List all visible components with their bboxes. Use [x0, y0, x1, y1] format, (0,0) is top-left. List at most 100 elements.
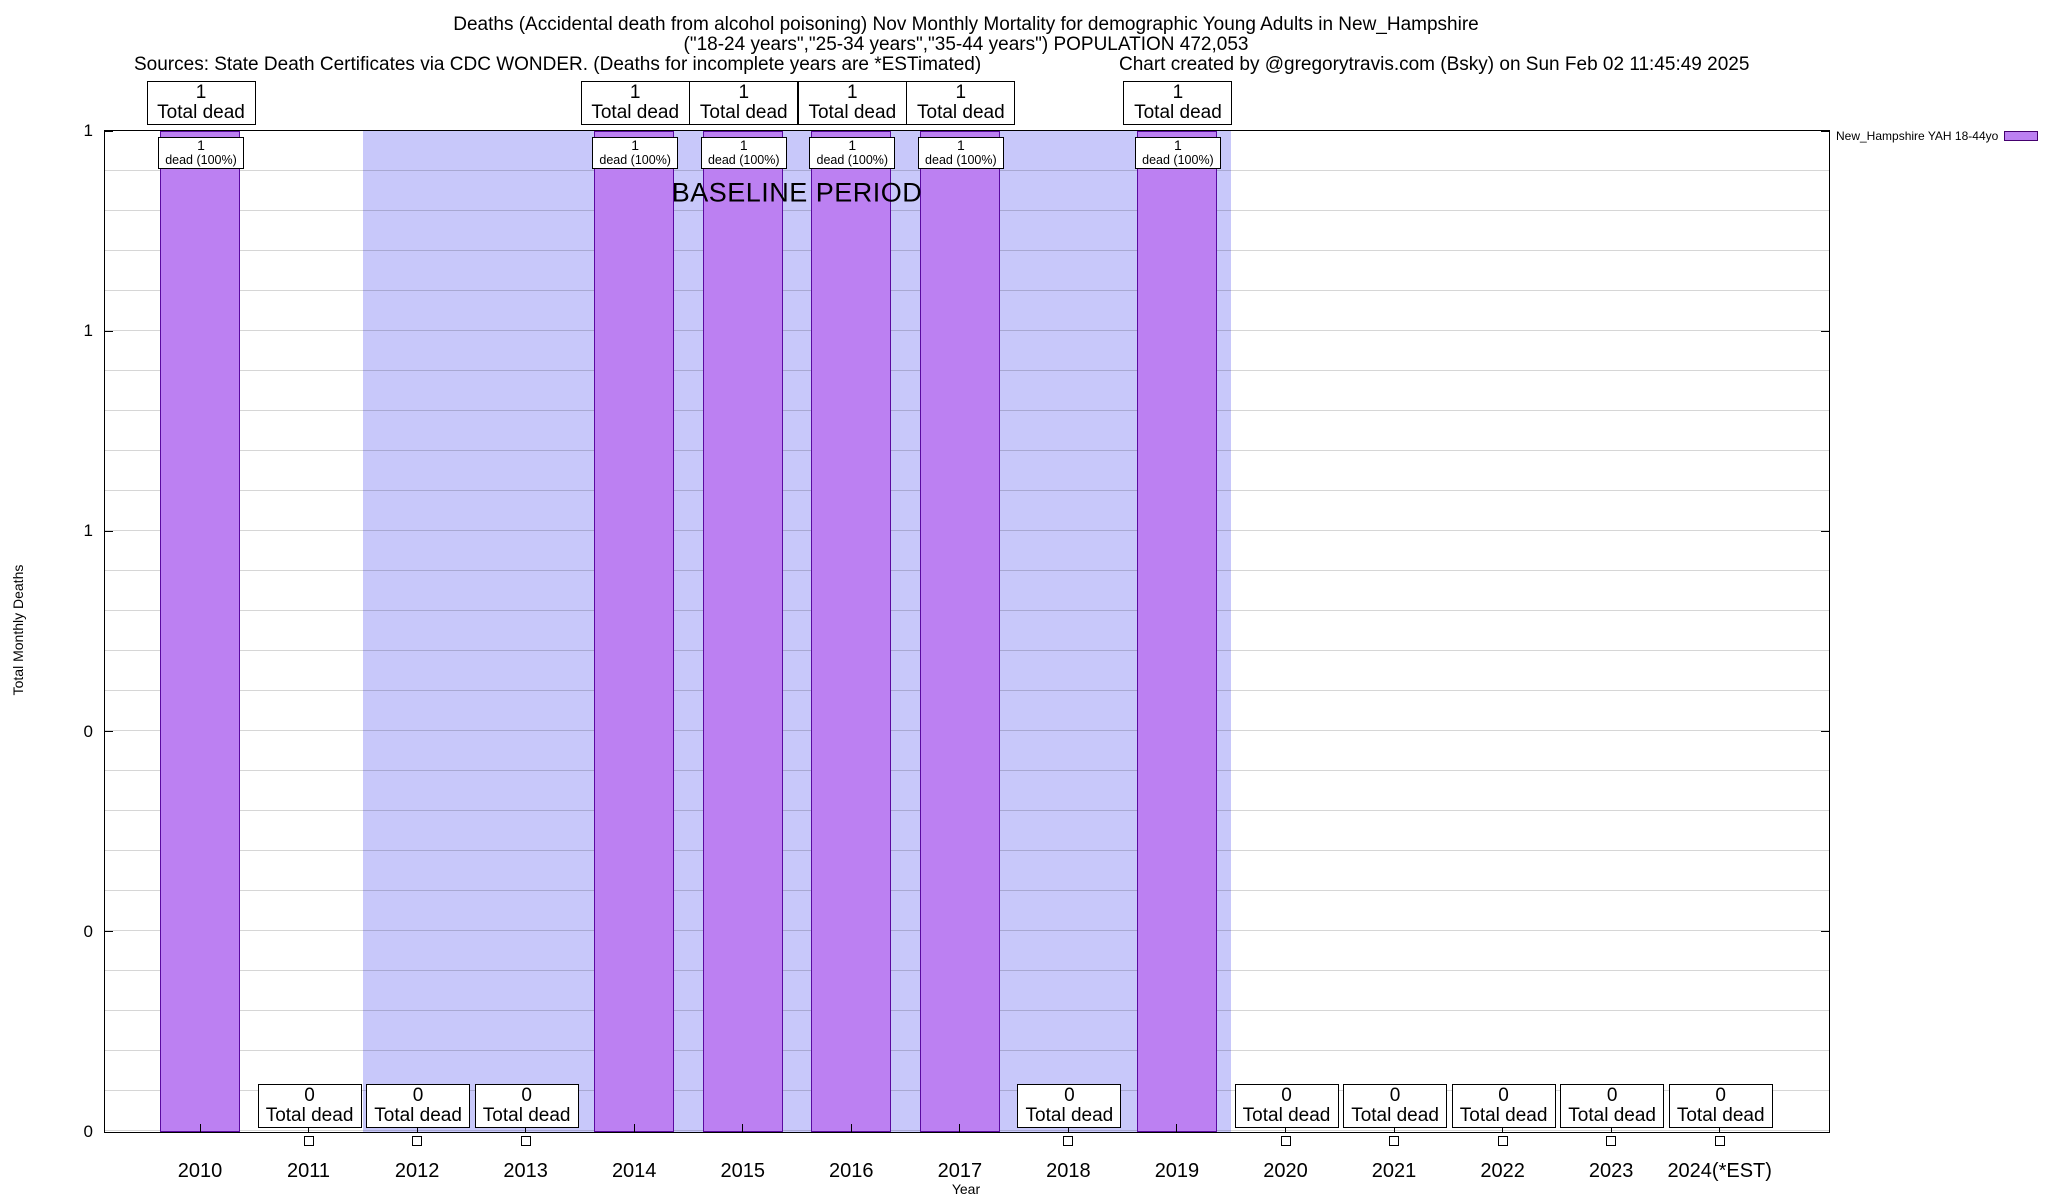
credit-note: Chart created by @gregorytravis.com (Bsk…: [1119, 54, 1750, 75]
bar-2019: [1136, 131, 1217, 1132]
zero-total-label-2021-value: 0: [1389, 1085, 1401, 1106]
y-axis-tick-label-1: 1: [83, 321, 93, 341]
x-axis-tick-label-2018: 2018: [1046, 1160, 1091, 1182]
bar-total-label-2016: 1 Total dead: [797, 81, 907, 125]
y-tick-mark-left-4: [105, 931, 113, 933]
x-axis-tick-label-2022: 2022: [1480, 1160, 1525, 1182]
x-axis-tick-label-2010: 2010: [177, 1160, 223, 1182]
zero-marker-2023: [1606, 1136, 1617, 1146]
bar-inner-label-2016-text: dead (100%): [816, 153, 889, 167]
bar-inner-label-2019-value: 1: [1174, 137, 1182, 153]
bar-total-label-2016-text: Total dead: [808, 102, 897, 123]
x-tick-mark-2018: [1067, 1124, 1069, 1132]
zero-marker-2013: [520, 1136, 531, 1146]
baseline-band: [362, 131, 1232, 1132]
zero-total-label-2013: 0 Total dead: [474, 1084, 579, 1128]
bar-2015: [702, 131, 783, 1132]
y-tick-mark-right-4: [1821, 931, 1829, 933]
x-tick-mark-2016: [850, 1124, 852, 1132]
bar-inner-label-2016-value: 1: [848, 137, 857, 153]
plot-area: BASELINE PERIOD 1 dead (100%) 0 Total dead 0 T…: [104, 130, 1830, 1133]
bar-total-label-2014: 1 Total dead: [580, 81, 690, 125]
legend-label: New_Hampshire YAH 18-44yo: [1836, 129, 1999, 143]
x-tick-mark-2020: [1285, 1124, 1286, 1132]
y-tick-mark-right-3: [1821, 731, 1829, 733]
zero-total-label-2018-value: 0: [1064, 1085, 1075, 1106]
x-tick-mark-2022: [1502, 1124, 1504, 1132]
bar-inner-label-2014: 1 dead (100%): [592, 137, 679, 169]
bar-inner-label-2014-text: dead (100%): [599, 153, 671, 167]
x-axis-title: Year: [951, 1181, 981, 1197]
bar-2014: [594, 131, 675, 1132]
bar-inner-label-2015: 1 dead (100%): [700, 137, 787, 169]
zero-total-label-2024(*EST)-text: Total dead: [1676, 1105, 1765, 1126]
bar-total-label-2019-text: Total dead: [1134, 102, 1222, 123]
zero-total-label-2012: 0 Total dead: [366, 1084, 471, 1128]
x-tick-mark-2017: [959, 1124, 961, 1132]
zero-total-label-2013-text: Total dead: [482, 1105, 571, 1126]
bar-total-label-2010-text: Total dead: [157, 102, 245, 123]
sources-note: Sources: State Death Certificates via CD…: [134, 54, 982, 75]
zero-total-label-2021-text: Total dead: [1351, 1105, 1439, 1126]
bar-total-label-2010-value: 1: [195, 82, 207, 103]
zero-marker-2011: [303, 1136, 314, 1146]
y-tick-mark-left-3: [105, 731, 113, 733]
zero-total-label-2018: 0 Total dead: [1017, 1084, 1122, 1128]
zero-marker-2024(*EST): [1714, 1136, 1725, 1146]
bar-inner-label-2019: 1 dead (100%): [1134, 137, 1221, 169]
bar-inner-label-2017-value: 1: [956, 137, 965, 153]
bar-2010: [160, 131, 240, 1132]
x-axis-tick-label-2023: 2023: [1588, 1160, 1634, 1182]
zero-total-label-2022: 0 Total dead: [1451, 1084, 1556, 1128]
x-tick-mark-2023: [1610, 1124, 1612, 1132]
baseline-period-label: BASELINE PERIOD: [671, 177, 923, 208]
zero-marker-2021: [1389, 1136, 1400, 1146]
zero-total-label-2024(*EST): 0 Total dead: [1668, 1084, 1773, 1128]
y-tick-mark-left-0: [105, 130, 113, 132]
x-tick-mark-2015: [742, 1124, 744, 1132]
x-axis-tick-label-2015: 2015: [720, 1160, 766, 1182]
bar-total-label-2014-value: 1: [629, 82, 641, 103]
x-tick-mark-2019: [1176, 1124, 1178, 1132]
zero-total-label-2012-value: 0: [412, 1085, 424, 1106]
bar-inner-label-2015-value: 1: [739, 137, 748, 153]
bar-total-label-2015: 1 Total dead: [689, 81, 799, 125]
zero-total-label-2011-value: 0: [304, 1085, 315, 1106]
bar-total-label-2017: 1 Total dead: [906, 81, 1016, 125]
zero-total-label-2020-value: 0: [1281, 1085, 1292, 1106]
bar-total-label-2016-value: 1: [847, 82, 858, 103]
x-axis-tick-label-2021: 2021: [1371, 1160, 1417, 1182]
zero-total-label-2024(*EST)-value: 0: [1715, 1085, 1726, 1106]
x-axis-tick-label-2024(*EST): 2024(*EST): [1667, 1160, 1772, 1182]
y-axis-tick-label-0: 1: [83, 121, 93, 140]
x-tick-mark-2012: [416, 1124, 418, 1132]
zero-total-label-2018-text: Total dead: [1025, 1105, 1114, 1126]
x-tick-mark-2011: [308, 1124, 310, 1132]
zero-marker-2020: [1280, 1136, 1291, 1146]
x-tick-mark-2013: [525, 1124, 527, 1132]
y-tick-mark-right-2: [1821, 530, 1829, 532]
bar-inner-label-2014-value: 1: [631, 137, 640, 153]
zero-total-label-2013-value: 0: [521, 1085, 532, 1106]
y-tick-mark-left-1: [105, 330, 113, 332]
zero-total-label-2023: 0 Total dead: [1560, 1084, 1665, 1128]
legend-swatch: [2004, 131, 2038, 141]
zero-total-label-2011-text: Total dead: [265, 1105, 354, 1126]
bar-inner-label-2019-text: dead (100%): [1142, 153, 1214, 167]
x-axis-tick-label-2016: 2016: [829, 1160, 874, 1182]
chart-subtitle: ("18-24 years","25-34 years","35-44 year…: [683, 34, 1249, 55]
zero-total-label-2023-text: Total dead: [1568, 1105, 1656, 1126]
bar-inner-label-2010-text: dead (100%): [165, 153, 237, 167]
zero-total-label-2022-text: Total dead: [1459, 1105, 1548, 1126]
bar-total-label-2017-value: 1: [955, 82, 967, 103]
y-tick-mark-right-0: [1821, 130, 1829, 132]
bar-inner-label-2017: 1 dead (100%): [917, 137, 1004, 169]
zero-total-label-2011: 0 Total dead: [257, 1084, 362, 1128]
x-tick-mark-2021: [1393, 1124, 1395, 1132]
zero-total-label-2012-text: Total dead: [374, 1105, 462, 1126]
x-axis-tick-label-2014: 2014: [611, 1160, 657, 1182]
zero-marker-2018: [1063, 1136, 1074, 1146]
bar-2016: [811, 131, 892, 1132]
y-axis-tick-label-5: 0: [83, 1122, 93, 1141]
